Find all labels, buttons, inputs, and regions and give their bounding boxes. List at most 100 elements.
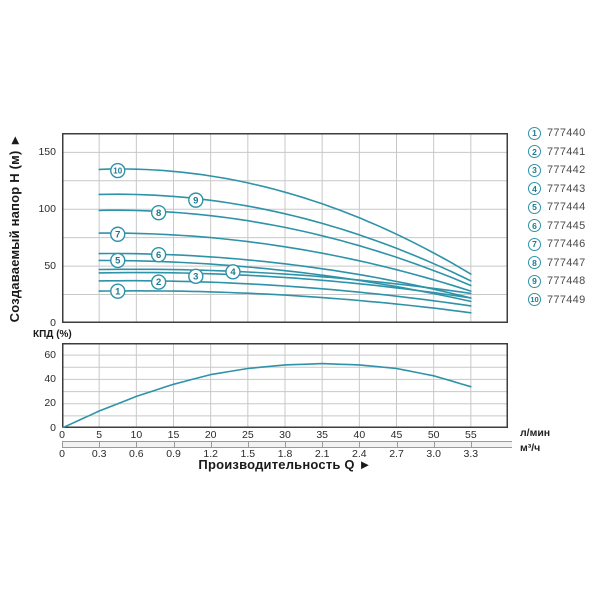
x-tick-lmin: 40 — [353, 429, 366, 441]
curve-label-2: 2 — [150, 274, 167, 290]
y-tick-label: 150 — [38, 145, 56, 158]
band-tick — [136, 442, 138, 447]
curve-label-10: 10 — [110, 162, 126, 179]
y-tick-label: 40 — [44, 372, 56, 385]
x-tick-m3h: 0.6 — [129, 448, 144, 460]
x-tick-m3h: 2.4 — [352, 448, 367, 460]
curve-label-6: 6 — [150, 247, 167, 263]
x-tick-m3h: 0.9 — [166, 448, 181, 460]
legend-number-badge: 3 — [528, 163, 541, 177]
unit-m3h-label: м³/ч — [520, 442, 541, 454]
svg-text:6: 6 — [156, 250, 161, 261]
legend-number-badge: 5 — [528, 200, 541, 214]
y-tick-label: 0 — [50, 421, 56, 434]
legend-item-777449: 10 777449 — [528, 291, 586, 310]
band-tick — [247, 442, 249, 447]
band-tick — [99, 442, 101, 447]
head-axis-title: Создаваемый напор H (м) ► — [7, 133, 22, 323]
band-tick — [359, 442, 361, 447]
svg-text:3: 3 — [193, 272, 198, 283]
y-tick-label: 50 — [44, 259, 56, 272]
head-curve-1 — [98, 290, 472, 314]
x-axis-m3h-band — [62, 441, 512, 448]
x-tick-m3h: 3.3 — [463, 448, 479, 460]
y-tick-label: 60 — [44, 348, 56, 361]
curve-label-9: 9 — [188, 192, 204, 208]
legend-part-number: 777448 — [547, 275, 586, 288]
efficiency-chart — [62, 343, 508, 428]
y-tick-label: 0 — [50, 316, 56, 329]
legend-number-badge: 4 — [528, 182, 541, 196]
legend-number-badge: 10 — [528, 293, 541, 307]
x-tick-lmin: 55 — [464, 429, 477, 441]
legend-part-number: 777444 — [547, 201, 586, 214]
x-tick-m3h: 0 — [59, 448, 65, 460]
svg-text:5: 5 — [115, 256, 121, 267]
efficiency-chart-canvas — [62, 343, 508, 428]
legend-item-777440: 1 777440 — [528, 124, 586, 143]
legend-part-number: 777445 — [547, 219, 586, 232]
band-tick — [470, 442, 472, 447]
band-tick — [210, 442, 212, 447]
head-chart-canvas: 1 2 3 4 5 6 7 8 9 10 — [62, 133, 508, 323]
x-tick-lmin: 20 — [204, 429, 217, 441]
x-tick-lmin: 15 — [167, 429, 180, 441]
band-tick — [62, 442, 63, 447]
curve-label-4: 4 — [225, 264, 241, 280]
legend-part-number: 777446 — [547, 238, 586, 251]
legend-number-badge: 7 — [528, 237, 541, 251]
legend-item-777445: 6 777445 — [528, 217, 586, 236]
legend-part-number: 777443 — [547, 182, 586, 195]
svg-text:4: 4 — [230, 267, 236, 278]
legend-number-badge: 6 — [528, 219, 541, 233]
y-tick-label: 100 — [38, 202, 56, 215]
legend-item-777448: 9 777448 — [528, 272, 586, 291]
curve-label-1: 1 — [110, 283, 126, 299]
legend-part-number: 777442 — [547, 164, 586, 177]
x-tick-m3h: 0.3 — [91, 448, 107, 460]
legend-item-777441: 2 777441 — [528, 143, 586, 162]
q-axis-title: Производительность Q ► — [198, 457, 372, 472]
y-tick-label: 20 — [44, 397, 56, 410]
curve-label-3: 3 — [188, 268, 204, 285]
curve-label-8: 8 — [150, 204, 167, 221]
legend-part-number: 777441 — [547, 145, 586, 158]
head-curve-4 — [98, 268, 472, 295]
head-curve-7 — [98, 232, 472, 292]
legend-number-badge: 2 — [528, 145, 541, 159]
legend-item-777447: 8 777447 — [528, 254, 586, 273]
legend-part-number: 777447 — [547, 256, 586, 269]
x-tick-lmin: 25 — [241, 429, 254, 441]
efficiency-curve — [62, 362, 472, 428]
x-tick-lmin: 10 — [130, 429, 143, 441]
x-tick-m3h: 1.8 — [277, 448, 293, 460]
legend-number-badge: 8 — [528, 256, 541, 270]
band-tick — [285, 442, 286, 447]
x-tick-lmin: 45 — [390, 429, 403, 441]
legend-item-777444: 5 777444 — [528, 198, 586, 217]
legend-item-777443: 4 777443 — [528, 180, 586, 199]
unit-lmin-label: л/мин — [520, 427, 551, 439]
x-tick-m3h: 2.7 — [389, 448, 404, 460]
svg-text:7: 7 — [115, 229, 120, 240]
legend-part-number: 777440 — [547, 127, 586, 140]
x-tick-lmin: 0 — [59, 429, 65, 441]
band-tick — [433, 442, 435, 447]
band-tick — [173, 442, 175, 447]
x-tick-m3h: 3.0 — [426, 448, 441, 460]
x-tick-m3h: 2.1 — [314, 448, 330, 460]
legend-item-777442: 3 777442 — [528, 161, 586, 180]
band-tick — [396, 442, 398, 447]
curve-label-5: 5 — [110, 252, 126, 269]
svg-text:1: 1 — [115, 286, 121, 297]
band-tick — [322, 442, 324, 447]
svg-text:2: 2 — [156, 277, 161, 288]
head-chart: 1 2 3 4 5 6 7 8 9 10 — [62, 133, 508, 323]
legend-part-number: 777449 — [547, 293, 586, 306]
curve-label-7: 7 — [110, 226, 126, 242]
x-tick-lmin: 30 — [279, 429, 291, 441]
head-curve-9 — [98, 193, 472, 282]
svg-text:9: 9 — [193, 195, 198, 206]
x-tick-lmin: 50 — [427, 429, 440, 441]
x-tick-lmin: 35 — [316, 429, 328, 441]
